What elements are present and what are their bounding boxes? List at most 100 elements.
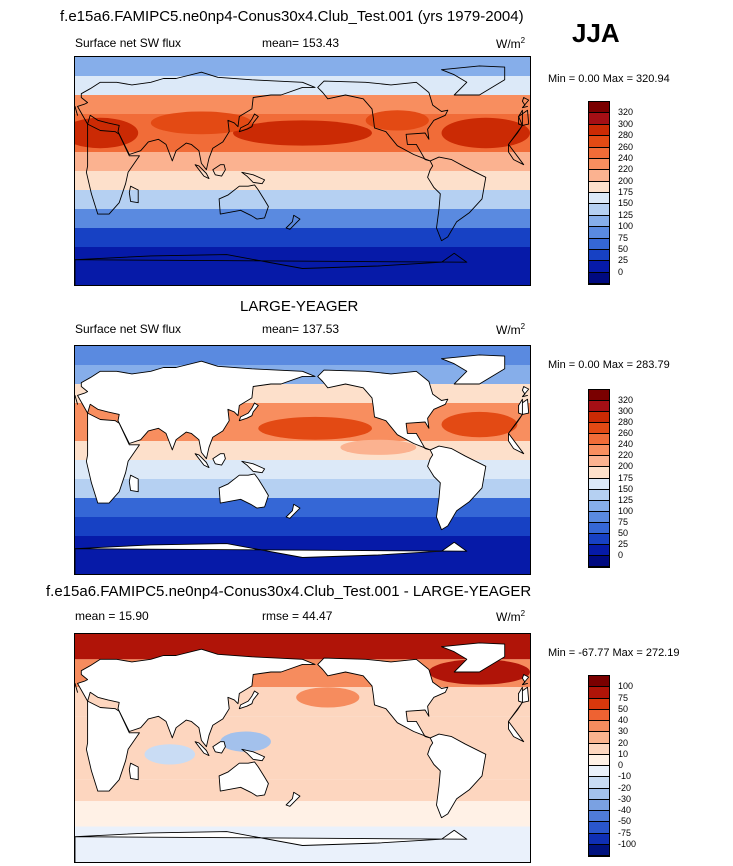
colorbar2-swatch	[589, 544, 609, 556]
map3-coast-madagascar	[128, 762, 139, 781]
map1-coast-europe-asia	[77, 71, 523, 171]
panel1-map-svg	[75, 57, 530, 285]
colorbar3-swatch	[589, 709, 609, 721]
colorbar3-tick-label: 75	[618, 692, 629, 703]
map2-band	[75, 460, 530, 479]
colorbar1-tick-label: 150	[618, 198, 634, 209]
colorbar1-tick-label: 240	[618, 152, 634, 163]
colorbar1-swatch	[589, 113, 609, 125]
colorbar2-swatch	[589, 489, 609, 501]
colorbar1-swatch	[589, 204, 609, 216]
map1-band	[75, 152, 530, 171]
colorbar3-tick-label: 0	[618, 760, 624, 770]
colorbar1-swatch	[589, 249, 609, 262]
map3-coast-australia	[218, 761, 269, 797]
map2-coast-indonesia-borneo	[212, 453, 226, 466]
colorbar1-tick-label: 175	[618, 187, 634, 197]
map1-band	[75, 95, 530, 114]
colorbar3-tick-label: -10	[618, 771, 632, 782]
map3-coast-greenland	[441, 642, 506, 673]
map2-region	[258, 416, 373, 440]
colorbar3-tick-label: -40	[618, 805, 632, 815]
map3-coast-indonesia-borneo	[212, 741, 226, 754]
panel1-map	[74, 56, 531, 286]
colorbar3-swatch	[589, 788, 609, 800]
map3-coast-new-zealand	[285, 791, 301, 807]
colorbar3-swatch	[589, 676, 609, 688]
map2-coast-antarctica	[75, 541, 468, 574]
colorbar2-swatch	[589, 390, 609, 402]
colorbar2-swatch	[589, 533, 609, 545]
colorbar1-tick-label: 200	[618, 175, 634, 186]
colorbar2-tick-label: 200	[618, 461, 634, 472]
colorbar1-tick-label: 25	[618, 255, 629, 266]
map2-region	[340, 439, 417, 455]
panel3-rmse-label: rmse = 44.47	[262, 609, 333, 623]
colorbar2-tick-label: 300	[618, 406, 634, 417]
colorbar3-tick-label: 20	[618, 737, 629, 748]
colorbar2-swatch	[589, 412, 609, 424]
map1-coast-new-zealand	[285, 214, 301, 230]
map1-coast-uk	[521, 97, 530, 109]
colorbar1-swatch	[589, 227, 609, 239]
map2-band	[75, 498, 530, 517]
colorbar2-swatch	[589, 434, 609, 446]
colorbar3-swatch	[589, 721, 609, 733]
colorbar2-swatch	[589, 445, 609, 457]
map1-coast-antarctica	[75, 252, 468, 285]
colorbar2-swatch	[589, 456, 609, 468]
colorbar2-swatch	[589, 500, 609, 512]
map3-coast-north-america	[317, 657, 449, 739]
colorbar1-tick-label: 50	[618, 243, 629, 254]
colorbar2-swatch	[589, 401, 609, 413]
colorbar1-tick-label: 220	[618, 164, 634, 175]
map1-band	[75, 57, 530, 76]
colorbar1-tick-label: 320	[618, 107, 634, 118]
panel1-variable-label: Surface net SW flux	[75, 36, 182, 50]
season-label: JJA	[572, 18, 620, 48]
panel3-title: f.e15a6.FAMIPC5.ne0np4-Conus30x4.Club_Te…	[46, 583, 532, 600]
colorbar2-tick-label: 150	[618, 483, 634, 494]
map2-band	[75, 479, 530, 498]
map2-region	[441, 411, 518, 438]
panel2-title: LARGE-YEAGER	[240, 298, 359, 315]
colorbar3-tick-label: 50	[618, 703, 629, 714]
panel3-mean-label: mean = 15.90	[75, 609, 149, 623]
map2-coast-australia	[218, 473, 269, 509]
map2-coast-madagascar	[128, 474, 139, 493]
colorbar2-swatch	[589, 511, 609, 523]
map2-coast-new-guinea	[241, 460, 266, 474]
map2-coast-greenland	[441, 354, 506, 385]
map3-band	[75, 801, 530, 827]
colorbar1-swatch	[589, 215, 609, 228]
colorbar3-tick-label: -75	[618, 827, 632, 838]
colorbar1-tick-label: 0	[618, 266, 624, 277]
map1-coast-japan	[238, 113, 259, 133]
colorbar3-swatch	[589, 687, 609, 699]
colorbar2-swatch	[589, 467, 609, 479]
colorbar3-swatch	[589, 732, 609, 744]
panel1-units: W/m2	[496, 36, 526, 51]
colorbar3-tick-label: 10	[618, 748, 629, 759]
colorbar1-tick-label: 260	[618, 141, 634, 152]
map3-coast-africa	[85, 700, 525, 792]
map1-band	[75, 76, 530, 95]
colorbar2-tick-label: 75	[618, 516, 629, 527]
map1-coast-indonesia-borneo	[212, 164, 226, 177]
colorbar2-swatch	[589, 522, 609, 534]
colorbar2-tick-label: 240	[618, 439, 634, 450]
map1-coast-australia	[218, 184, 269, 220]
colorbar2-tick-label: 280	[618, 417, 634, 428]
map1-band	[75, 171, 530, 190]
map1-coast-greenland	[441, 65, 506, 96]
colorbar2-tick-label: 0	[618, 549, 624, 560]
panel1-minmax: Min = 0.00 Max = 320.94	[548, 73, 670, 85]
panel3-map-svg	[75, 634, 530, 862]
map2-coast-uk	[521, 386, 530, 398]
map3-coast-south-america	[427, 733, 487, 819]
map3-coast-new-guinea	[241, 748, 266, 762]
colorbar1-tick-label: 100	[618, 221, 634, 232]
colorbar3-tick-label: -20	[618, 782, 632, 793]
colorbar3-tick-label: 40	[618, 715, 629, 725]
colorbar3-swatch	[589, 811, 609, 823]
